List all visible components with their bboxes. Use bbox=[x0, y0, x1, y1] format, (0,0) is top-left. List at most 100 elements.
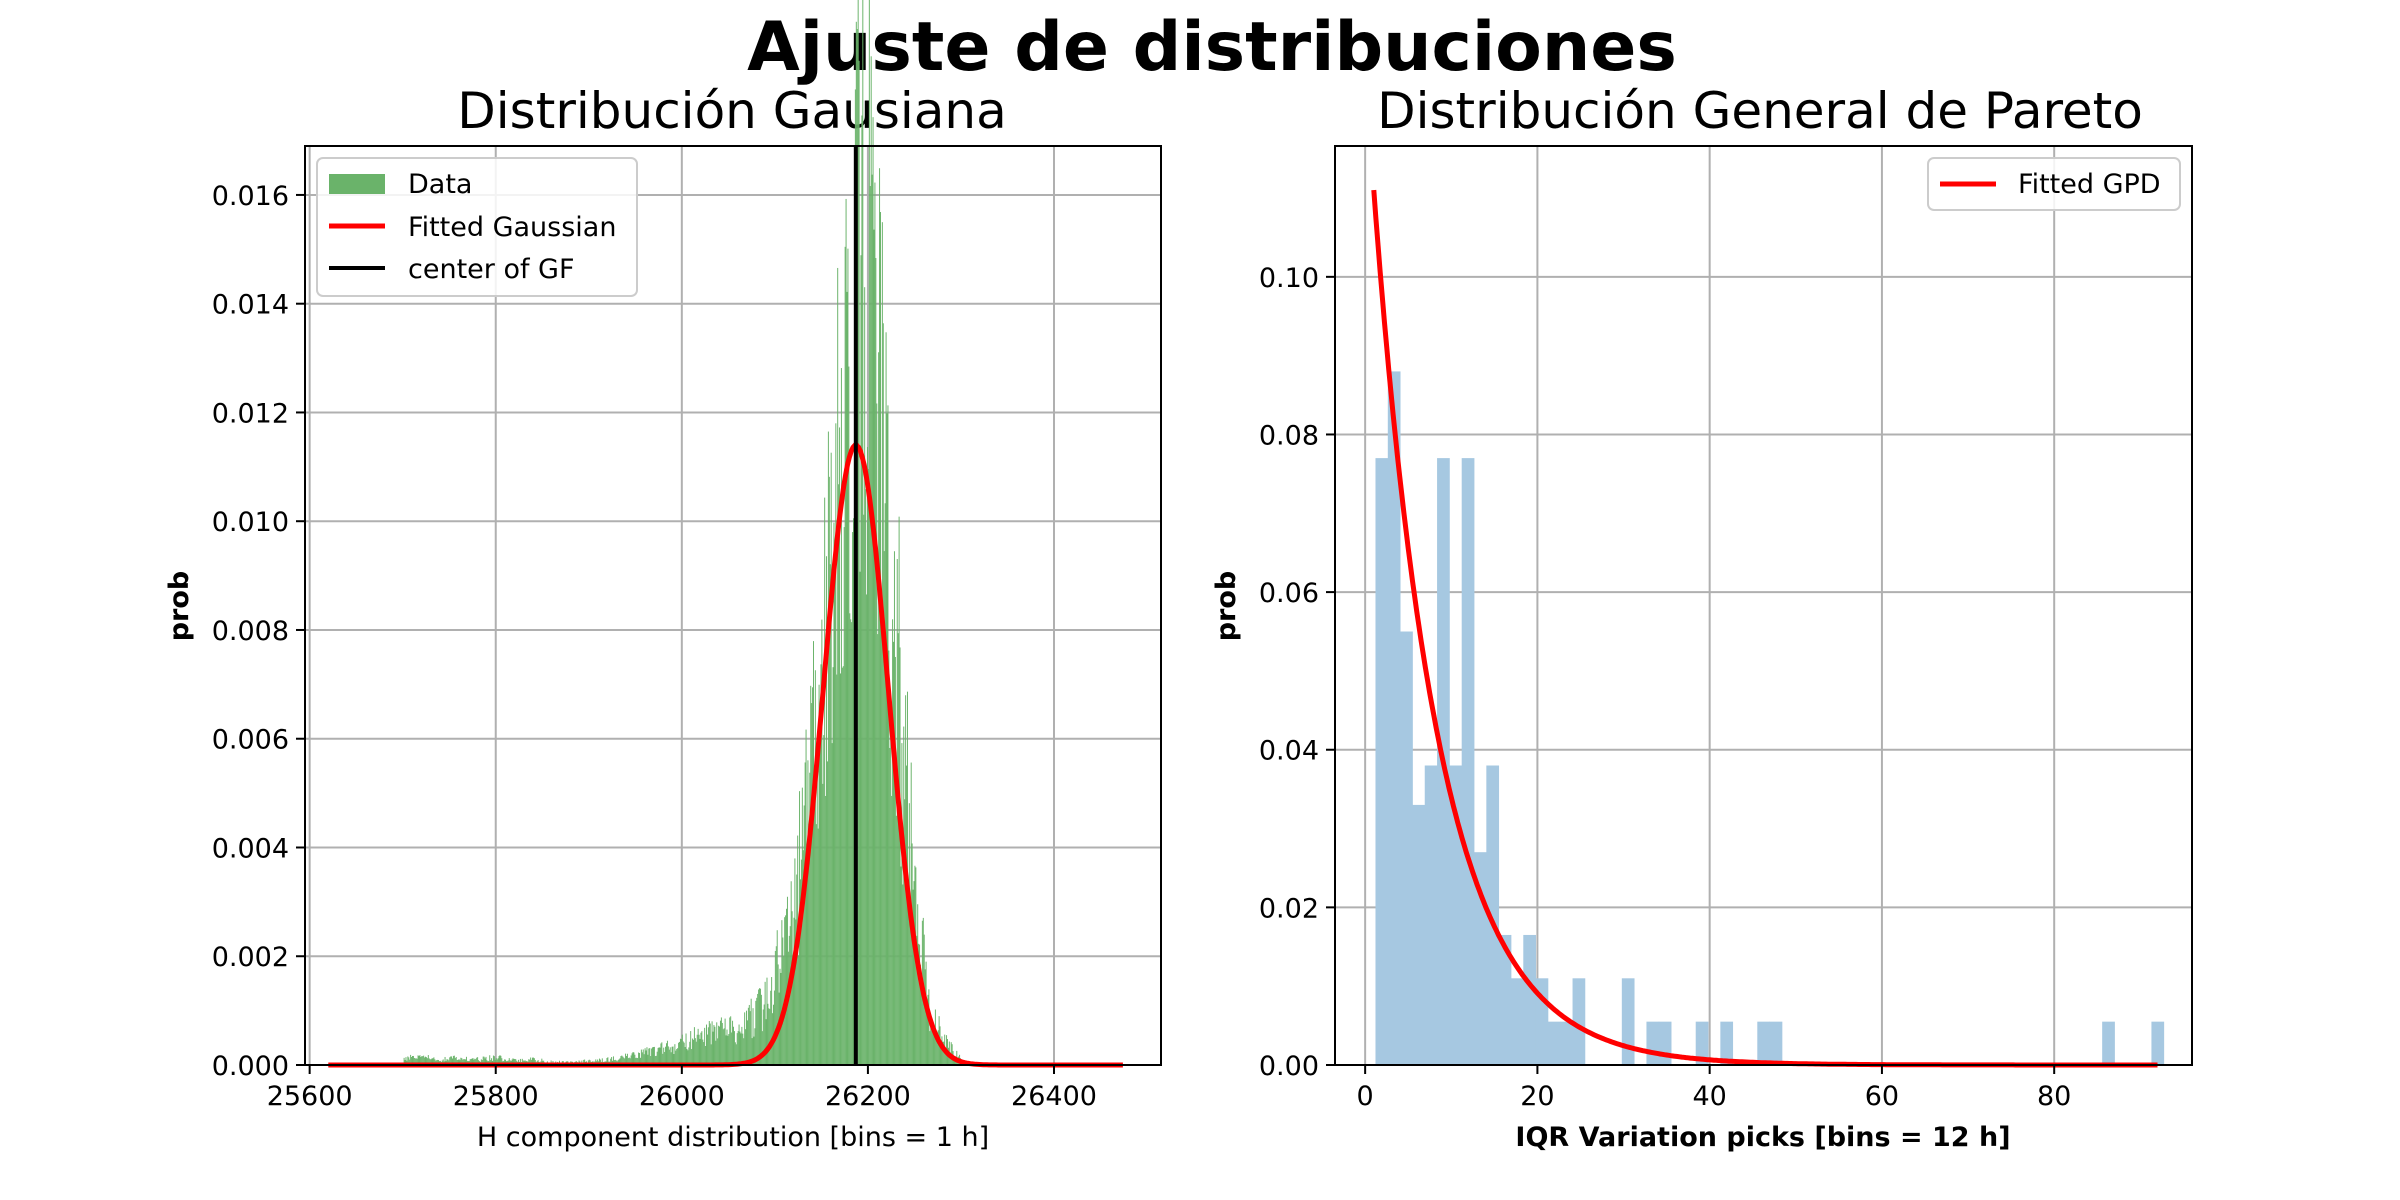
histogram-bar bbox=[786, 896, 788, 1065]
gaussian-panel-title: Distribución Gausiana bbox=[457, 82, 1006, 140]
histogram-bar bbox=[784, 917, 786, 1065]
histogram-bar bbox=[675, 1050, 677, 1065]
histogram-bar bbox=[808, 824, 810, 1065]
histogram-bar bbox=[885, 332, 887, 1065]
histogram-bar bbox=[671, 1046, 673, 1065]
histogram-bar bbox=[666, 1040, 668, 1065]
legend-fitted-gpd-label: Fitted GPD bbox=[2018, 169, 2161, 200]
histogram-bar bbox=[422, 1056, 424, 1065]
histogram-bar bbox=[499, 1055, 501, 1065]
histogram-bar bbox=[873, 229, 875, 1066]
histogram-bar bbox=[662, 1053, 664, 1065]
histogram-bar bbox=[622, 1056, 624, 1065]
histogram-bar bbox=[432, 1058, 434, 1065]
histogram-bar bbox=[452, 1058, 453, 1065]
histogram-bar bbox=[759, 988, 761, 1065]
histogram-bar bbox=[861, 115, 863, 1066]
histogram-bar bbox=[913, 881, 915, 1065]
histogram-bar bbox=[601, 1058, 603, 1065]
histogram-bar bbox=[444, 1056, 446, 1065]
histogram-bar bbox=[673, 1054, 675, 1065]
histogram-bar bbox=[1547, 1021, 1561, 1065]
histogram-bar bbox=[839, 427, 841, 1065]
histogram-bar bbox=[1646, 1021, 1660, 1065]
histogram-bar bbox=[713, 1025, 715, 1065]
histogram-bar bbox=[813, 765, 815, 1065]
histogram-bar bbox=[521, 1058, 523, 1065]
legend-fitted-gaussian-label: Fitted Gaussian bbox=[408, 212, 616, 243]
pareto-panel-title: Distribución General de Pareto bbox=[1377, 82, 2143, 140]
histogram-bar bbox=[413, 1057, 415, 1065]
x-tick-label: 26200 bbox=[825, 1081, 911, 1112]
histogram-bar bbox=[886, 413, 888, 1065]
histogram-bar bbox=[774, 950, 776, 1065]
histogram-bar bbox=[672, 1046, 674, 1065]
histogram-bar bbox=[863, 514, 865, 1065]
x-tick-label: 0 bbox=[1357, 1081, 1374, 1112]
histogram-bar bbox=[765, 1019, 767, 1065]
histogram-bar bbox=[926, 1014, 928, 1065]
histogram-bar bbox=[1560, 1021, 1573, 1065]
gaussian-legend-box bbox=[316, 157, 638, 297]
histogram-bar bbox=[717, 1038, 719, 1065]
histogram-bar bbox=[588, 1059, 590, 1065]
histogram-bar bbox=[714, 1026, 716, 1065]
histogram-bar bbox=[904, 799, 906, 1065]
histogram-bar bbox=[810, 685, 812, 1065]
histogram-bar bbox=[918, 943, 920, 1065]
histogram-bar bbox=[719, 1026, 721, 1065]
histogram-bar bbox=[1412, 804, 1426, 1065]
histogram-bar bbox=[870, 56, 872, 1065]
histogram-bar bbox=[454, 1058, 456, 1065]
histogram-bar bbox=[769, 1009, 771, 1065]
histogram-bar bbox=[690, 1031, 692, 1065]
histogram-bar bbox=[430, 1059, 432, 1065]
histogram-bar bbox=[421, 1056, 423, 1065]
gaussian-legend: Data Fitted Gaussian center of GF bbox=[316, 157, 638, 297]
histogram-bar bbox=[610, 1058, 612, 1065]
histogram-bar bbox=[746, 1020, 748, 1065]
histogram-bar bbox=[674, 1044, 676, 1065]
gaussian-x-axis-label: H component distribution [bins = 1 h] bbox=[477, 1122, 989, 1153]
histogram-bar bbox=[530, 1057, 532, 1065]
histogram-bar bbox=[514, 1058, 516, 1065]
histogram-bar bbox=[733, 1031, 735, 1065]
histogram-bar bbox=[791, 911, 793, 1065]
histogram-bar bbox=[846, 291, 848, 1065]
histogram-bar bbox=[785, 915, 787, 1065]
histogram-bar bbox=[532, 1057, 534, 1065]
histogram-bar bbox=[867, 468, 869, 1065]
histogram-bar bbox=[661, 1042, 663, 1065]
histogram-bar bbox=[837, 267, 839, 1065]
histogram-bar bbox=[424, 1057, 426, 1065]
histogram-bar bbox=[512, 1058, 514, 1065]
histogram-bar bbox=[899, 647, 901, 1065]
histogram-bar bbox=[868, 0, 870, 1065]
pareto-panel: Distribución General de Pareto 0 20 40 60 80… bbox=[1211, 82, 2193, 1153]
histogram-bar bbox=[833, 522, 835, 1065]
histogram-bar bbox=[770, 990, 772, 1065]
histogram-bar bbox=[657, 1047, 659, 1065]
pareto-x-ticks: 0 20 40 60 80 bbox=[1357, 1065, 2071, 1112]
x-tick-label: 26400 bbox=[1011, 1081, 1097, 1112]
histogram-bar bbox=[455, 1057, 457, 1065]
histogram-bar bbox=[741, 1026, 743, 1065]
histogram-bar bbox=[677, 1048, 679, 1065]
histogram-bar bbox=[720, 1017, 722, 1065]
histogram-bar bbox=[528, 1059, 530, 1065]
histogram-bar bbox=[842, 666, 844, 1065]
histogram-bar bbox=[462, 1059, 464, 1065]
histogram-bar bbox=[533, 1058, 535, 1065]
histogram-bar bbox=[753, 1036, 755, 1065]
histogram-bar bbox=[626, 1053, 628, 1065]
histogram-bar bbox=[831, 743, 833, 1065]
histogram-bar bbox=[875, 258, 877, 1065]
histogram-bar bbox=[737, 1031, 739, 1065]
histogram-bar bbox=[493, 1056, 495, 1065]
x-tick-label: 20 bbox=[1520, 1081, 1554, 1112]
histogram-bar bbox=[1658, 1021, 1672, 1065]
histogram-bar bbox=[762, 1009, 764, 1065]
histogram-bar bbox=[702, 1039, 704, 1065]
histogram-bar bbox=[632, 1051, 634, 1065]
histogram-bar bbox=[1572, 978, 1586, 1065]
